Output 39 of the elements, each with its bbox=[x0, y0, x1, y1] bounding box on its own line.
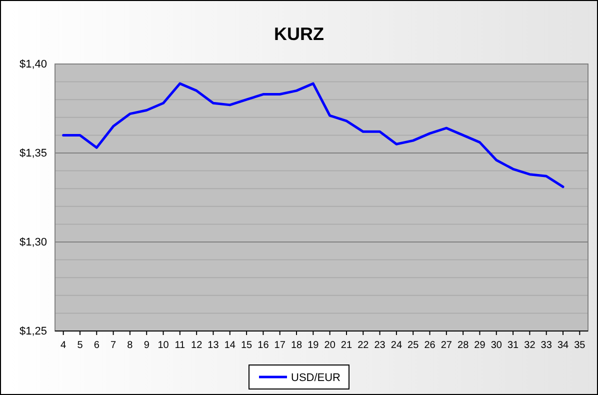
x-tick-label: 19 bbox=[308, 340, 320, 352]
y-tick-label: $1,35 bbox=[19, 148, 47, 160]
x-tick-label: 7 bbox=[110, 340, 117, 352]
line-series bbox=[62, 82, 564, 188]
x-tick-label: 12 bbox=[191, 340, 203, 352]
x-tick-label: 34 bbox=[557, 340, 570, 352]
chart-title: KURZ bbox=[274, 24, 324, 44]
x-tick-label: 20 bbox=[324, 340, 336, 352]
x-tick-label: 30 bbox=[490, 340, 502, 352]
x-tick-label: 25 bbox=[408, 340, 420, 352]
x-tick-label: 17 bbox=[274, 340, 286, 352]
x-tick-label: 33 bbox=[540, 340, 552, 352]
x-tick-label: 18 bbox=[290, 340, 303, 352]
x-tick-label: 14 bbox=[224, 340, 236, 352]
x-tick-label: 8 bbox=[127, 340, 134, 352]
x-tick-label: 9 bbox=[144, 340, 150, 352]
x-tick-label: 26 bbox=[424, 340, 436, 352]
x-tick-label: 27 bbox=[440, 340, 452, 352]
x-tick-label: 28 bbox=[458, 340, 470, 352]
x-tick-label: 35 bbox=[574, 340, 586, 352]
x-tick-label: 22 bbox=[358, 340, 370, 352]
x-tick-label: 31 bbox=[507, 340, 520, 352]
x-tick-label: 24 bbox=[390, 340, 402, 352]
x-tick-label: 15 bbox=[240, 340, 253, 352]
x-tick-label: 29 bbox=[474, 340, 486, 352]
x-tick-label: 32 bbox=[524, 340, 536, 352]
y-tick-label: $1,25 bbox=[19, 326, 47, 338]
x-tick-label: 21 bbox=[340, 340, 352, 352]
y-tick-label: $1,30 bbox=[19, 236, 47, 249]
x-tick-label: 11 bbox=[174, 340, 186, 352]
x-tick-label: 13 bbox=[208, 340, 220, 352]
y-tick-label: $1,40 bbox=[19, 58, 47, 71]
x-tick-label: 23 bbox=[374, 340, 386, 352]
x-tick-label: 16 bbox=[258, 340, 270, 352]
legend-label: USD/EUR bbox=[291, 372, 341, 384]
x-tick-label: 6 bbox=[94, 340, 100, 352]
x-tick-label: 5 bbox=[77, 340, 84, 352]
x-tick-label: 4 bbox=[60, 340, 67, 352]
x-tick-label: 10 bbox=[158, 340, 170, 352]
